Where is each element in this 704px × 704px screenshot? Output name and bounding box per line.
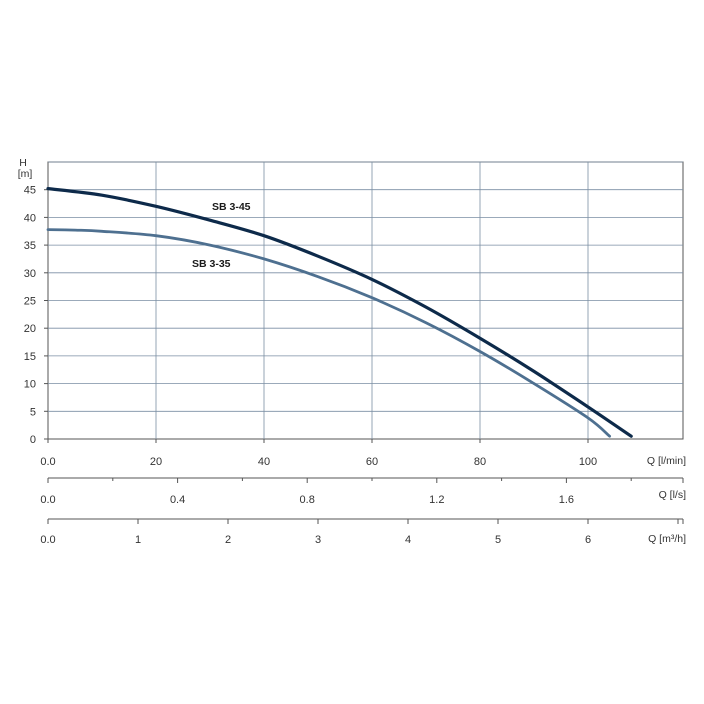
x-tick-label-m3h: 6 [585,534,591,546]
y-tick-label: 45 [24,185,36,197]
x-tick-label-lmin: 60 [366,456,378,468]
x-axis-unit-m3h: Q [m³/h] [648,533,686,545]
y-tick-label: 30 [24,268,36,280]
x-tick-label-lmin: 80 [474,456,486,468]
x-tick-label-m3h: 0.0 [40,534,55,546]
y-axis-label: H [19,157,27,169]
x-tick-label-m3h: 3 [315,534,321,546]
y-tick-label: 20 [24,323,36,335]
y-tick-label: 10 [24,379,36,391]
x-tick-label-m3h: 4 [405,534,411,546]
y-tick-label: 15 [24,351,36,363]
x-tick-label-m3h: 1 [135,534,141,546]
x-tick-label-lmin: 40 [258,456,270,468]
series-line-sb-3-35 [46,228,611,438]
x-tick-label-m3h: 2 [225,534,231,546]
x-tick-label-ls: 1.2 [429,494,444,506]
x-tick-label-lmin: 20 [150,456,162,468]
axes [44,189,684,524]
x-tick-label-ls: 0.0 [40,494,55,506]
y-tick-label: 40 [24,212,36,224]
series-label-sb-3-45: SB 3-45 [212,201,251,213]
series-label-sb-3-35: SB 3-35 [192,258,231,270]
series-curves [46,187,633,438]
y-tick-label: 35 [24,240,36,252]
y-axis-unit: [m] [18,168,33,180]
x-tick-label-ls: 0.8 [300,494,315,506]
x-tick-label-ls: 0.4 [170,494,185,506]
x-axis-unit-lmin: Q [l/min] [647,455,686,467]
y-tick-label: 5 [30,406,36,418]
x-axis-unit-ls: Q [l/s] [659,489,687,501]
y-tick-label: 0 [30,434,36,446]
series-line-sb-3-45 [46,187,633,438]
x-tick-label-lmin: 0.0 [40,456,55,468]
x-tick-label-m3h: 5 [495,534,501,546]
x-tick-label-ls: 1.6 [559,494,574,506]
y-tick-label: 25 [24,296,36,308]
x-tick-label-lmin: 100 [579,456,597,468]
